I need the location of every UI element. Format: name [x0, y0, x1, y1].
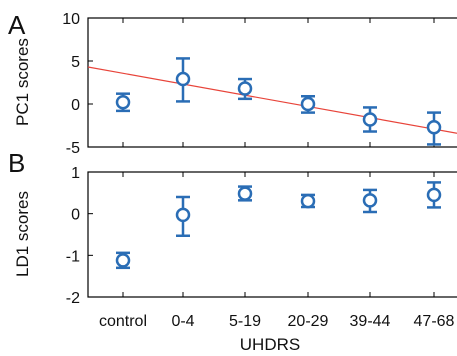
panel-a-data-point: [115, 95, 131, 110]
panel-b-y-axis-label: LD1 scores: [13, 191, 32, 277]
panel-b-letter: B: [8, 148, 25, 178]
panel-b-y-tick-label: -2: [66, 290, 80, 307]
panel-b-data-point: [300, 193, 316, 209]
panel-b-data-point: [426, 187, 442, 203]
panel-a-y-tick-label: -5: [66, 140, 80, 157]
x-tick-label: 39-44: [350, 313, 391, 330]
panel-a-y-tick-label: 0: [71, 97, 80, 114]
panel-a: A PC1 scores 10 5 0 -5: [8, 10, 457, 157]
panel-b-data-point: [362, 193, 378, 208]
panel-b: B LD1 scores 1 0 -1 -2: [8, 148, 457, 307]
panel-a-data-point: [175, 71, 191, 87]
panel-b-data-point: [237, 186, 253, 201]
x-tick-label: 0-4: [171, 313, 194, 330]
panel-a-axes-box: [87, 17, 457, 148]
panel-b-axes-box: [87, 171, 457, 298]
panel-a-trend-line: [87, 66, 457, 134]
panel-b-y-tick-label: 0: [71, 207, 80, 224]
x-tick-label: 20-29: [288, 313, 329, 330]
panel-a-data-point: [362, 112, 378, 127]
x-tick-label: control: [99, 313, 147, 330]
x-tick-label: 47-68: [414, 313, 455, 330]
x-axis-label: UHDRS: [240, 335, 300, 354]
x-category-labels: control 0-4 5-19 20-29 39-44 47-68: [99, 313, 455, 330]
panel-b-data-point: [175, 207, 191, 223]
panel-a-y-axis-label: PC1 scores: [13, 38, 32, 126]
panel-a-data-point: [237, 81, 253, 96]
x-tick-label: 5-19: [229, 313, 261, 330]
panel-b-data-point: [115, 253, 131, 268]
panel-a-letter: A: [8, 10, 26, 40]
panel-a-data-point: [426, 119, 442, 135]
panel-b-y-tick-label: -1: [66, 248, 80, 265]
panel-a-data-point: [300, 96, 316, 112]
panel-a-y-tick-label: 5: [71, 54, 80, 71]
panel-b-y-tick-label: 1: [71, 165, 80, 182]
panel-a-y-tick-label: 10: [62, 11, 80, 28]
